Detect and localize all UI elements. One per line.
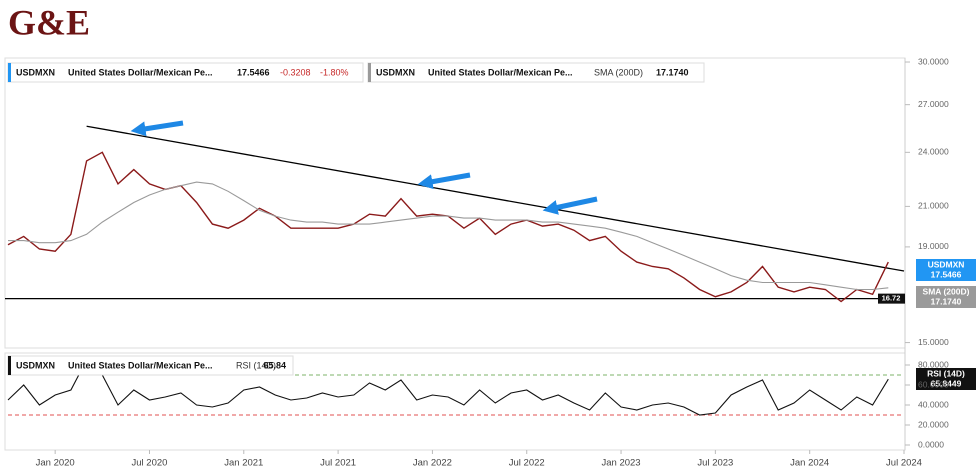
x-tick-label: Jan 2022: [413, 458, 452, 469]
legend-last: 17.1740: [656, 67, 689, 77]
arrows: [130, 120, 598, 215]
arrow: [417, 172, 471, 190]
legend-symbol: USDMXN: [16, 360, 55, 370]
last-label-title: USDMXN: [928, 259, 965, 269]
series-line: [7, 359, 889, 416]
x-tick-label: Jan 2023: [602, 458, 641, 469]
legend-symbol: USDMXN: [16, 67, 55, 77]
legend-name: United States Dollar/Mexican Pe...: [68, 360, 213, 370]
y-tick-label: 0.0000: [918, 439, 944, 449]
logo: G&E: [8, 2, 90, 42]
x-tick-label: Jul 2022: [509, 458, 545, 469]
last-label-box: [916, 368, 976, 390]
y-tick-label: 19.0000: [918, 241, 949, 251]
legend-accent: [368, 63, 371, 82]
legend-symbol: USDMXN: [376, 67, 415, 77]
support-label-box: [878, 293, 905, 304]
y-tick-label: 20.0000: [918, 419, 949, 429]
y-tick-label: 60.0000: [918, 379, 949, 389]
last-label-title: SMA (200D): [923, 286, 970, 296]
y-tick-label: 24.0000: [918, 147, 949, 157]
arrow: [542, 196, 598, 215]
last-label-value: 65.8449: [931, 378, 962, 388]
series-line: [8, 181, 889, 291]
x-tick-label: Jul 2023: [697, 458, 733, 469]
last-label-value: 17.1740: [931, 296, 962, 306]
support-label: 16.72: [882, 294, 901, 303]
arrow: [130, 120, 184, 137]
legend-accent: [8, 356, 11, 375]
last-label-title: RSI (14D): [927, 368, 965, 378]
y-tick-label: 80.0000: [918, 359, 949, 369]
last-label-box: [916, 286, 976, 308]
legend-study: SMA (200D): [594, 67, 643, 77]
legend-name: United States Dollar/Mexican Pe...: [68, 67, 213, 77]
legend-accent: [8, 63, 11, 82]
legend-last: 17.5466: [237, 67, 270, 77]
x-tick-label: Jan 2020: [36, 458, 75, 469]
legend-change: -0.3208: [280, 67, 311, 77]
y-tick-label: 15.0000: [918, 337, 949, 347]
legend-change-pct: -1.80%: [320, 67, 349, 77]
y-tick-label: 21.0000: [918, 201, 949, 211]
x-tick-label: Jan 2024: [790, 458, 829, 469]
x-tick-label: Jul 2024: [886, 458, 922, 469]
y-tick-label: 30.0000: [918, 56, 949, 66]
last-label-value: 17.5466: [931, 269, 962, 279]
x-tick-label: Jul 2021: [320, 458, 356, 469]
last-label-box: [916, 259, 976, 281]
legend-name: United States Dollar/Mexican Pe...: [428, 67, 573, 77]
y-tick-label: 40.0000: [918, 399, 949, 409]
trendline: [86, 125, 905, 272]
x-tick-label: Jan 2021: [224, 458, 263, 469]
x-tick-label: Jul 2020: [132, 458, 168, 469]
y-tick-label: 27.0000: [918, 99, 949, 109]
legend-last: 65.84: [263, 360, 286, 370]
legend-study: RSI (14D): [236, 360, 276, 370]
